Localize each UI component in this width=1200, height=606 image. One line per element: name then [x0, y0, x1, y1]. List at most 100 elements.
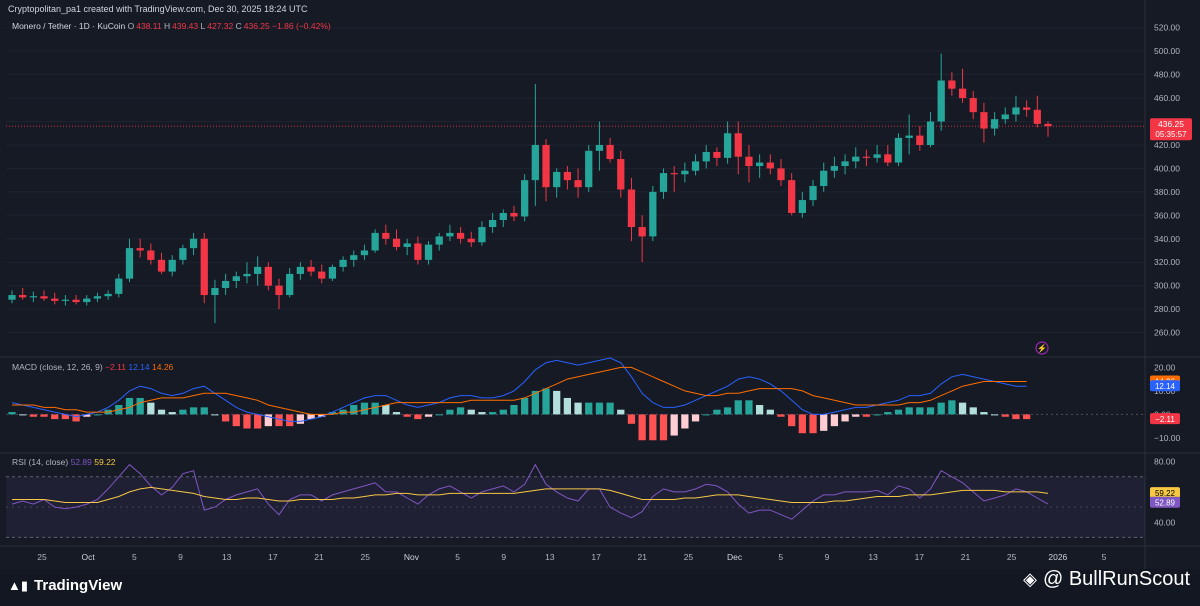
candle-body[interactable]: [318, 271, 326, 279]
candle-body[interactable]: [638, 227, 646, 237]
candle-body[interactable]: [115, 278, 123, 294]
candle-body[interactable]: [286, 273, 294, 296]
candle-body[interactable]: [627, 189, 636, 228]
candle-body[interactable]: [1033, 109, 1041, 124]
candle-body[interactable]: [1023, 107, 1031, 110]
candle-body[interactable]: [766, 162, 774, 169]
lightning-icon[interactable]: [1035, 341, 1049, 355]
candle-body[interactable]: [820, 170, 828, 186]
candle-body[interactable]: [542, 144, 550, 188]
candle-body[interactable]: [574, 180, 582, 188]
candle-body[interactable]: [93, 296, 102, 299]
candle-body[interactable]: [884, 154, 892, 163]
candle-body[interactable]: [264, 266, 272, 286]
candle-body[interactable]: [435, 236, 443, 245]
candle-body[interactable]: [606, 144, 614, 160]
candle-body[interactable]: [339, 259, 347, 267]
candle-body[interactable]: [510, 212, 518, 217]
candle-body[interactable]: [755, 162, 764, 167]
candle-body[interactable]: [990, 119, 999, 129]
candle-body[interactable]: [157, 259, 166, 272]
candle-body[interactable]: [649, 191, 657, 237]
rsi-title[interactable]: RSI (14, close): [12, 457, 69, 467]
candle-body[interactable]: [125, 248, 134, 279]
candle-body[interactable]: [958, 88, 967, 99]
candle-body[interactable]: [179, 248, 187, 260]
candle-body[interactable]: [841, 161, 849, 167]
candle-body[interactable]: [424, 244, 433, 260]
candle-body[interactable]: [745, 156, 753, 167]
candle-body[interactable]: [446, 232, 454, 237]
candle-body[interactable]: [200, 238, 208, 296]
candle-body[interactable]: [691, 161, 700, 171]
candle-body[interactable]: [371, 232, 379, 251]
candle-body[interactable]: [232, 276, 240, 281]
candle-body[interactable]: [1044, 123, 1052, 127]
candle-body[interactable]: [948, 80, 956, 89]
candle-body[interactable]: [563, 171, 572, 181]
candle-body[interactable]: [499, 212, 507, 220]
candle-body[interactable]: [980, 112, 988, 129]
candle-body[interactable]: [670, 173, 678, 175]
candle-body[interactable]: [456, 232, 465, 239]
candle-body[interactable]: [40, 296, 48, 299]
candle-body[interactable]: [681, 170, 689, 175]
macd-title[interactable]: MACD (close, 12, 26, 9): [12, 362, 103, 372]
candle-body[interactable]: [659, 173, 668, 192]
candle-body[interactable]: [467, 238, 475, 243]
candle-body[interactable]: [360, 250, 369, 256]
candle-body[interactable]: [350, 255, 358, 260]
tradingview-logo[interactable]: ▲▮ TradingView: [8, 577, 122, 594]
candle-body[interactable]: [916, 135, 924, 145]
candle-body[interactable]: [382, 232, 390, 239]
candle-body[interactable]: [723, 133, 732, 158]
candle-body[interactable]: [29, 296, 37, 298]
candle-body[interactable]: [51, 298, 59, 301]
candle-body[interactable]: [521, 180, 529, 217]
candle-body[interactable]: [328, 266, 337, 279]
candle-body[interactable]: [734, 133, 742, 157]
candle-body[interactable]: [1001, 114, 1009, 120]
candle-body[interactable]: [937, 80, 945, 122]
candle-body[interactable]: [713, 152, 721, 158]
candle-body[interactable]: [211, 288, 219, 296]
candle-body[interactable]: [189, 238, 198, 249]
candle-body[interactable]: [19, 295, 27, 298]
candle-body[interactable]: [221, 280, 230, 288]
candle-body[interactable]: [83, 298, 91, 303]
candle-body[interactable]: [403, 243, 411, 247]
candle-body[interactable]: [873, 154, 881, 158]
candle-body[interactable]: [585, 150, 593, 188]
candle-body[interactable]: [905, 135, 913, 138]
candle-body[interactable]: [809, 186, 817, 201]
candle-body[interactable]: [1012, 107, 1020, 115]
candle-body[interactable]: [894, 137, 903, 163]
candle-body[interactable]: [862, 156, 871, 158]
candle-body[interactable]: [307, 266, 315, 272]
candle-body[interactable]: [147, 250, 155, 260]
candle-body[interactable]: [104, 293, 112, 297]
candle-body[interactable]: [392, 238, 401, 247]
candle-body[interactable]: [8, 295, 16, 300]
candle-body[interactable]: [136, 248, 144, 251]
candle-body[interactable]: [254, 266, 262, 274]
candle-body[interactable]: [595, 144, 604, 151]
candle-body[interactable]: [830, 166, 839, 171]
candle-body[interactable]: [553, 171, 561, 188]
symbol-title[interactable]: Monero / Tether · 1D · KuCoin: [12, 21, 126, 31]
candle-body[interactable]: [478, 227, 486, 243]
candle-body[interactable]: [702, 152, 710, 162]
candle-body[interactable]: [296, 266, 305, 274]
candle-body[interactable]: [852, 156, 860, 162]
candle-body[interactable]: [777, 168, 785, 181]
candle-body[interactable]: [531, 144, 539, 181]
candle-body[interactable]: [788, 180, 796, 213]
candle-body[interactable]: [488, 220, 497, 228]
chart-canvas[interactable]: 520.00500.00480.00460.00440.00420.00400.…: [0, 0, 1200, 569]
candle-body[interactable]: [414, 243, 422, 260]
candle-body[interactable]: [61, 299, 70, 301]
candle-body[interactable]: [617, 159, 625, 190]
candle-body[interactable]: [275, 285, 283, 296]
candle-body[interactable]: [798, 200, 806, 213]
candle-body[interactable]: [969, 98, 977, 113]
